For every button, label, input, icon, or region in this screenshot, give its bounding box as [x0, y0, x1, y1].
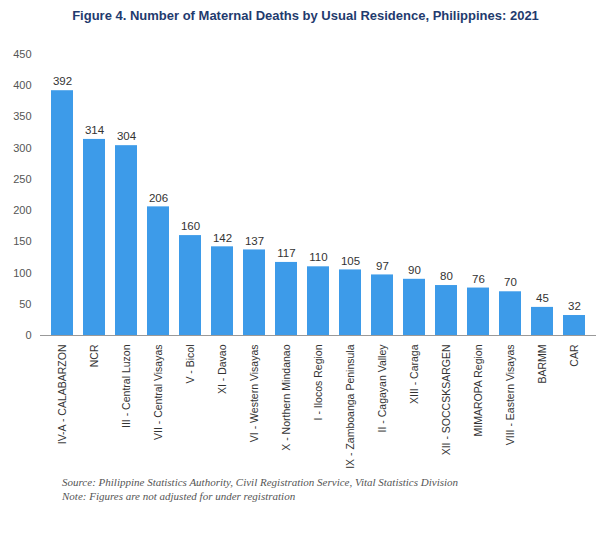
- svg-text:32: 32: [568, 300, 581, 312]
- svg-text:90: 90: [408, 264, 421, 276]
- svg-text:300: 300: [13, 142, 31, 154]
- svg-text:V - Bicol: V - Bicol: [184, 345, 196, 384]
- svg-text:97: 97: [376, 260, 389, 272]
- svg-text:142: 142: [213, 232, 232, 244]
- svg-text:CAR: CAR: [568, 344, 580, 367]
- svg-text:45: 45: [536, 292, 549, 304]
- svg-text:70: 70: [504, 276, 517, 288]
- svg-text:VII - Central Visayas: VII - Central Visayas: [152, 345, 164, 441]
- svg-text:XII - SOCCSKSARGEN: XII - SOCCSKSARGEN: [440, 345, 452, 456]
- svg-text:450: 450: [13, 48, 31, 60]
- svg-text:110: 110: [309, 251, 327, 263]
- svg-text:NCR: NCR: [88, 344, 100, 367]
- svg-text:314: 314: [85, 124, 105, 136]
- svg-text:XI - Davao: XI - Davao: [216, 344, 228, 394]
- svg-text:117: 117: [277, 247, 295, 259]
- svg-text:137: 137: [245, 235, 264, 247]
- svg-text:80: 80: [440, 270, 453, 282]
- svg-text:0: 0: [25, 329, 31, 341]
- svg-text:IV-A - CALABARZON: IV-A - CALABARZON: [56, 345, 68, 445]
- svg-text:392: 392: [53, 75, 72, 87]
- svg-text:250: 250: [13, 173, 31, 185]
- svg-text:II - Cagayan Valley: II - Cagayan Valley: [376, 344, 388, 433]
- svg-text:III - Central Luzon: III - Central Luzon: [120, 344, 132, 428]
- svg-text:IX - Zamboanga Peninsula: IX - Zamboanga Peninsula: [344, 344, 356, 468]
- svg-text:I - Ilocos Region: I - Ilocos Region: [312, 344, 324, 420]
- svg-text:X - Northern Mindanao: X - Northern Mindanao: [280, 344, 292, 450]
- svg-text:160: 160: [181, 220, 200, 232]
- svg-text:206: 206: [149, 192, 168, 204]
- svg-text:304: 304: [117, 130, 137, 142]
- html-text:Note: Figures are not adjusted: Note: Figures are not adjusted for under…: [62, 490, 296, 502]
- svg-text:BARMM: BARMM: [536, 345, 548, 384]
- svg-text:MIMAROPA Region: MIMAROPA Region: [472, 344, 484, 436]
- html-text:Source: Philippine Statistics: Source: Philippine Statistics Authority,…: [62, 476, 459, 488]
- svg-text:100: 100: [13, 267, 31, 279]
- svg-text:76: 76: [472, 273, 485, 285]
- html-text:Figure 4. Number of Maternal D: Figure 4. Number of Maternal Deaths by U…: [72, 8, 539, 23]
- svg-text:200: 200: [13, 204, 31, 216]
- svg-text:400: 400: [13, 79, 31, 91]
- svg-text:350: 350: [13, 110, 31, 122]
- svg-text:105: 105: [341, 255, 360, 267]
- svg-text:VI - Western Visayas: VI - Western Visayas: [248, 345, 260, 443]
- svg-text:50: 50: [19, 298, 31, 310]
- svg-text:XIII - Caraga: XIII - Caraga: [408, 344, 420, 404]
- svg-text:VIII - Eastern Visayas: VIII - Eastern Visayas: [504, 345, 516, 446]
- svg-text:150: 150: [13, 235, 31, 247]
